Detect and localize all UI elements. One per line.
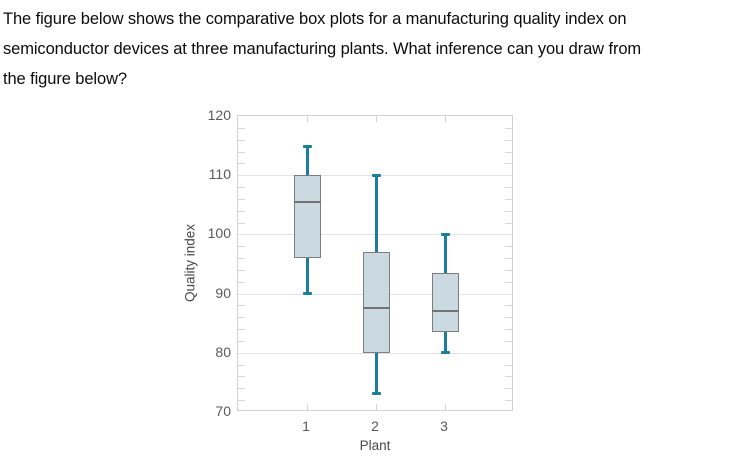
y-minor-tick-right: [505, 400, 512, 402]
y-minor-tick-right: [505, 317, 512, 319]
y-minor-tick-left: [238, 388, 245, 390]
box: [293, 175, 321, 259]
y-minor-tick-left: [238, 281, 245, 283]
boxplot-figure: Quality index Plant 70 80 90 100 110 120 1 2 3: [183, 107, 513, 453]
y-minor-tick-left: [238, 222, 245, 224]
y-minor-tick-left: [238, 187, 245, 189]
y-minor-tick-right: [505, 246, 512, 248]
y-minor-tick-left: [238, 163, 245, 165]
y-minor-tick-right: [505, 198, 512, 200]
y-minor-tick-right: [505, 269, 512, 271]
question-line-3: the figure below?: [3, 70, 127, 88]
y-minor-tick-right: [505, 151, 512, 153]
y-minor-tick-left: [238, 305, 245, 307]
question-line-2: semiconductor devices at three manufactu…: [3, 40, 642, 58]
y-minor-tick-left: [238, 151, 245, 153]
y-minor-tick-left: [238, 198, 245, 200]
y-minor-tick-right: [505, 388, 512, 390]
y-minor-tick-right: [505, 222, 512, 224]
y-minor-tick-left: [238, 376, 245, 378]
y-minor-tick-right: [505, 340, 512, 342]
x-tick-bottom: [445, 404, 446, 410]
box: [362, 252, 390, 353]
y-minor-tick-left: [238, 139, 245, 141]
y-minor-tick-right: [505, 127, 512, 129]
y-tick-label: 70: [215, 403, 231, 419]
x-tick-bottom: [307, 404, 308, 410]
whisker-cap-max: [440, 233, 450, 237]
x-tick-top: [445, 116, 446, 122]
y-minor-tick-left: [238, 317, 245, 319]
y-minor-tick-right: [505, 376, 512, 378]
x-axis-title: Plant: [359, 438, 391, 453]
y-minor-tick-left: [238, 246, 245, 248]
y-minor-tick-right: [505, 258, 512, 260]
y-minor-tick-right: [505, 329, 512, 331]
y-minor-tick-right: [505, 210, 512, 212]
y-minor-tick-right: [505, 364, 512, 366]
whisker-cap-max: [302, 144, 312, 148]
x-tick-top: [307, 116, 308, 122]
y-minor-tick-right: [505, 305, 512, 307]
y-minor-tick-left: [238, 340, 245, 342]
y-tick-label: 80: [215, 343, 231, 360]
y-minor-tick-right: [505, 187, 512, 189]
whisker-cap-max: [371, 174, 381, 178]
y-minor-tick-right: [505, 281, 512, 283]
question-text: The figure below shows the comparative b…: [3, 4, 728, 94]
x-tick-bottom: [376, 404, 377, 410]
whisker-cap-min: [371, 392, 381, 396]
y-tick-label: 100: [207, 225, 231, 242]
x-tick-label: 3: [440, 418, 448, 434]
question-line-1: The figure below shows the comparative b…: [3, 10, 627, 28]
y-tick-label: 120: [207, 107, 231, 123]
box: [431, 272, 459, 333]
y-minor-tick-left: [238, 269, 245, 271]
median-line: [362, 307, 390, 310]
y-tick-label: 90: [215, 284, 231, 301]
x-tick-label: 2: [371, 418, 379, 434]
x-tick-top: [376, 116, 377, 122]
y-tick-label: 110: [208, 166, 231, 183]
y-minor-tick-right: [505, 163, 512, 165]
whisker-cap-min: [302, 291, 312, 295]
plot-area: [237, 115, 513, 411]
y-minor-tick-right: [505, 139, 512, 141]
y-minor-tick-left: [238, 400, 245, 402]
y-minor-tick-left: [238, 364, 245, 366]
whisker-cap-min: [440, 350, 450, 354]
x-tick-label: 1: [302, 418, 310, 434]
median-line: [431, 310, 459, 313]
y-minor-tick-left: [238, 258, 245, 260]
y-minor-tick-left: [238, 210, 245, 212]
y-minor-tick-left: [238, 127, 245, 129]
median-line: [293, 200, 321, 203]
y-minor-tick-left: [238, 329, 245, 331]
